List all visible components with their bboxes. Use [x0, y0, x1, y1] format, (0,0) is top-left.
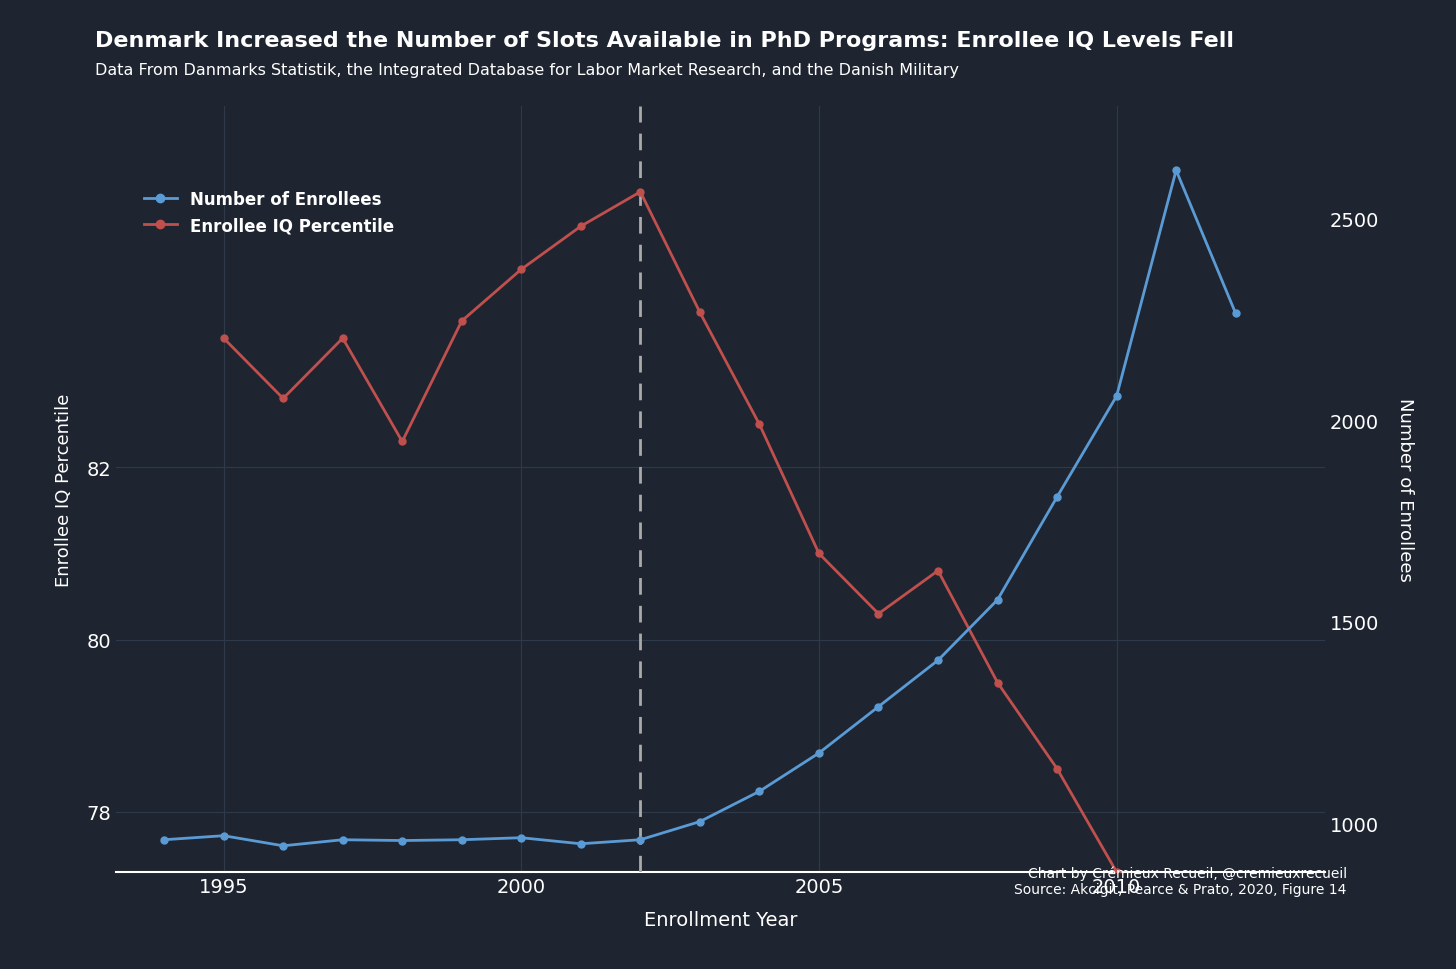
Line: Enrollee IQ Percentile: Enrollee IQ Percentile [220, 189, 1239, 884]
Text: Data From Danmarks Statistik, the Integrated Database for Labor Market Research,: Data From Danmarks Statistik, the Integr… [95, 63, 958, 78]
Number of Enrollees [513, 832, 530, 844]
Text: Chart by Crémieux Recueil, @cremieuxrecueil
Source: Akcigit, Pearce & Prato, 202: Chart by Crémieux Recueil, @cremieuxrecu… [1015, 865, 1347, 896]
Number of Enrollees [215, 830, 233, 842]
Number of Enrollees [333, 834, 351, 846]
Enrollee IQ Percentile [393, 436, 411, 448]
Enrollee IQ Percentile [751, 419, 769, 430]
Enrollee IQ Percentile [869, 609, 887, 620]
Enrollee IQ Percentile [810, 548, 827, 560]
Number of Enrollees [751, 786, 769, 797]
Number of Enrollees [810, 747, 827, 759]
Enrollee IQ Percentile [692, 307, 709, 319]
Enrollee IQ Percentile [632, 187, 649, 199]
Text: Denmark Increased the Number of Slots Available in PhD Programs: Enrollee IQ Lev: Denmark Increased the Number of Slots Av… [95, 31, 1233, 51]
X-axis label: Enrollment Year: Enrollment Year [644, 910, 798, 929]
Number of Enrollees [393, 835, 411, 847]
Enrollee IQ Percentile [274, 393, 291, 405]
Y-axis label: Enrollee IQ Percentile: Enrollee IQ Percentile [55, 392, 73, 586]
Line: Number of Enrollees: Number of Enrollees [160, 168, 1239, 850]
Enrollee IQ Percentile [1048, 763, 1066, 774]
Number of Enrollees [1108, 391, 1125, 402]
Number of Enrollees [692, 816, 709, 828]
Enrollee IQ Percentile [572, 221, 590, 233]
Number of Enrollees [1048, 491, 1066, 503]
Number of Enrollees [869, 702, 887, 713]
Enrollee IQ Percentile [453, 316, 470, 328]
Enrollee IQ Percentile [215, 333, 233, 345]
Enrollee IQ Percentile [1108, 866, 1125, 878]
Y-axis label: Number of Enrollees: Number of Enrollees [1396, 397, 1414, 581]
Number of Enrollees [929, 655, 946, 667]
Number of Enrollees [1227, 308, 1245, 320]
Enrollee IQ Percentile [929, 565, 946, 577]
Number of Enrollees [632, 834, 649, 846]
Enrollee IQ Percentile [989, 677, 1006, 689]
Number of Enrollees [156, 834, 173, 846]
Number of Enrollees [989, 594, 1006, 606]
Number of Enrollees [572, 838, 590, 850]
Enrollee IQ Percentile [1227, 875, 1245, 887]
Legend: Number of Enrollees, Enrollee IQ Percentile: Number of Enrollees, Enrollee IQ Percent… [137, 184, 400, 241]
Number of Enrollees [274, 840, 291, 852]
Number of Enrollees [1168, 166, 1185, 177]
Number of Enrollees [453, 834, 470, 846]
Enrollee IQ Percentile [1168, 875, 1185, 887]
Enrollee IQ Percentile [333, 333, 351, 345]
Enrollee IQ Percentile [513, 265, 530, 276]
